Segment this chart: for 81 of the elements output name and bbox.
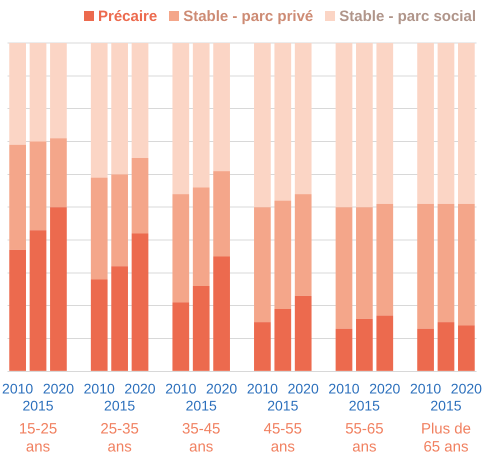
bar: [132, 158, 148, 234]
bar: [356, 318, 373, 371]
bar: [438, 43, 454, 204]
bar: [213, 171, 230, 256]
x-tick-label: 2020: [288, 380, 319, 397]
bar: [90, 178, 108, 280]
x-tick-label: 2020: [450, 380, 482, 397]
bar: [172, 43, 190, 194]
x-tick-label: 2015: [186, 397, 217, 414]
bar: [417, 328, 434, 371]
text: 25-35 ans: [100, 420, 139, 456]
bar: [192, 43, 210, 188]
bar: [356, 43, 373, 208]
bar: [90, 43, 108, 178]
bar: [30, 142, 46, 230]
text: 35-45 ans: [182, 420, 220, 456]
bar: [417, 204, 434, 329]
bar: [294, 43, 312, 194]
x-tick-label: 2015: [104, 397, 136, 414]
bar: [336, 328, 352, 371]
bar: [458, 204, 475, 326]
bar: [213, 256, 230, 371]
bar: [274, 43, 292, 201]
legend-label: Précaire: [96, 8, 158, 25]
bar: [50, 138, 67, 208]
bar: [376, 204, 394, 316]
x-tick-label: 2010: [165, 380, 197, 397]
bar: [294, 194, 312, 296]
x-tick-label: 2015: [348, 397, 380, 414]
bar: [90, 279, 108, 371]
bar: [254, 207, 271, 322]
legend-label: Stable - parc privé: [182, 8, 314, 25]
x-tick-label: 2020: [42, 380, 74, 397]
bar: [336, 43, 352, 208]
legend-label: Stable - parc social: [338, 8, 476, 25]
text: 45-55 ans: [264, 420, 302, 456]
bar: [9, 144, 26, 250]
bar: [111, 174, 128, 266]
bar: [9, 250, 26, 371]
x-tick-label: 2015: [267, 397, 299, 414]
bar: [213, 43, 230, 172]
bar: [294, 296, 312, 371]
x-tick-label: 2020: [206, 380, 238, 397]
bar: [274, 200, 292, 310]
bar: [132, 233, 148, 371]
x-tick-label: 2020: [124, 380, 156, 397]
bar: [132, 43, 148, 158]
bar: [192, 187, 210, 286]
bar: [336, 207, 352, 329]
x-tick-label: 2010: [328, 380, 360, 397]
bar: [376, 316, 394, 371]
x-tick-label: 2010: [84, 380, 115, 397]
bar: [458, 43, 475, 204]
bar: [417, 43, 434, 204]
x-tick-label: 2010: [2, 380, 34, 397]
x-tick-label: 2015: [430, 397, 462, 414]
bar: [111, 43, 128, 174]
bar: [458, 325, 475, 371]
bar: [274, 309, 292, 371]
bar: [50, 43, 67, 138]
bar: [438, 204, 454, 322]
bar: [172, 302, 190, 371]
x-tick-label: 2010: [410, 380, 442, 397]
bar: [254, 322, 271, 371]
x-tick-label: 2020: [369, 380, 401, 397]
bar: [9, 43, 26, 145]
text: Plus de 65 ans: [420, 420, 471, 456]
x-tick-label: 2015: [22, 397, 54, 414]
bar: [376, 43, 394, 204]
bar: [50, 207, 67, 371]
bar: [30, 230, 46, 371]
bar: [30, 43, 46, 142]
text: 55-65 ans: [345, 420, 384, 456]
text: 15-25 ans: [18, 420, 58, 456]
bar: [356, 207, 373, 319]
bar: [111, 266, 128, 371]
x-tick-label: 2010: [246, 380, 278, 397]
bar: [254, 43, 271, 208]
bar: [192, 286, 210, 371]
bar: [172, 194, 190, 302]
bar: [438, 322, 454, 371]
